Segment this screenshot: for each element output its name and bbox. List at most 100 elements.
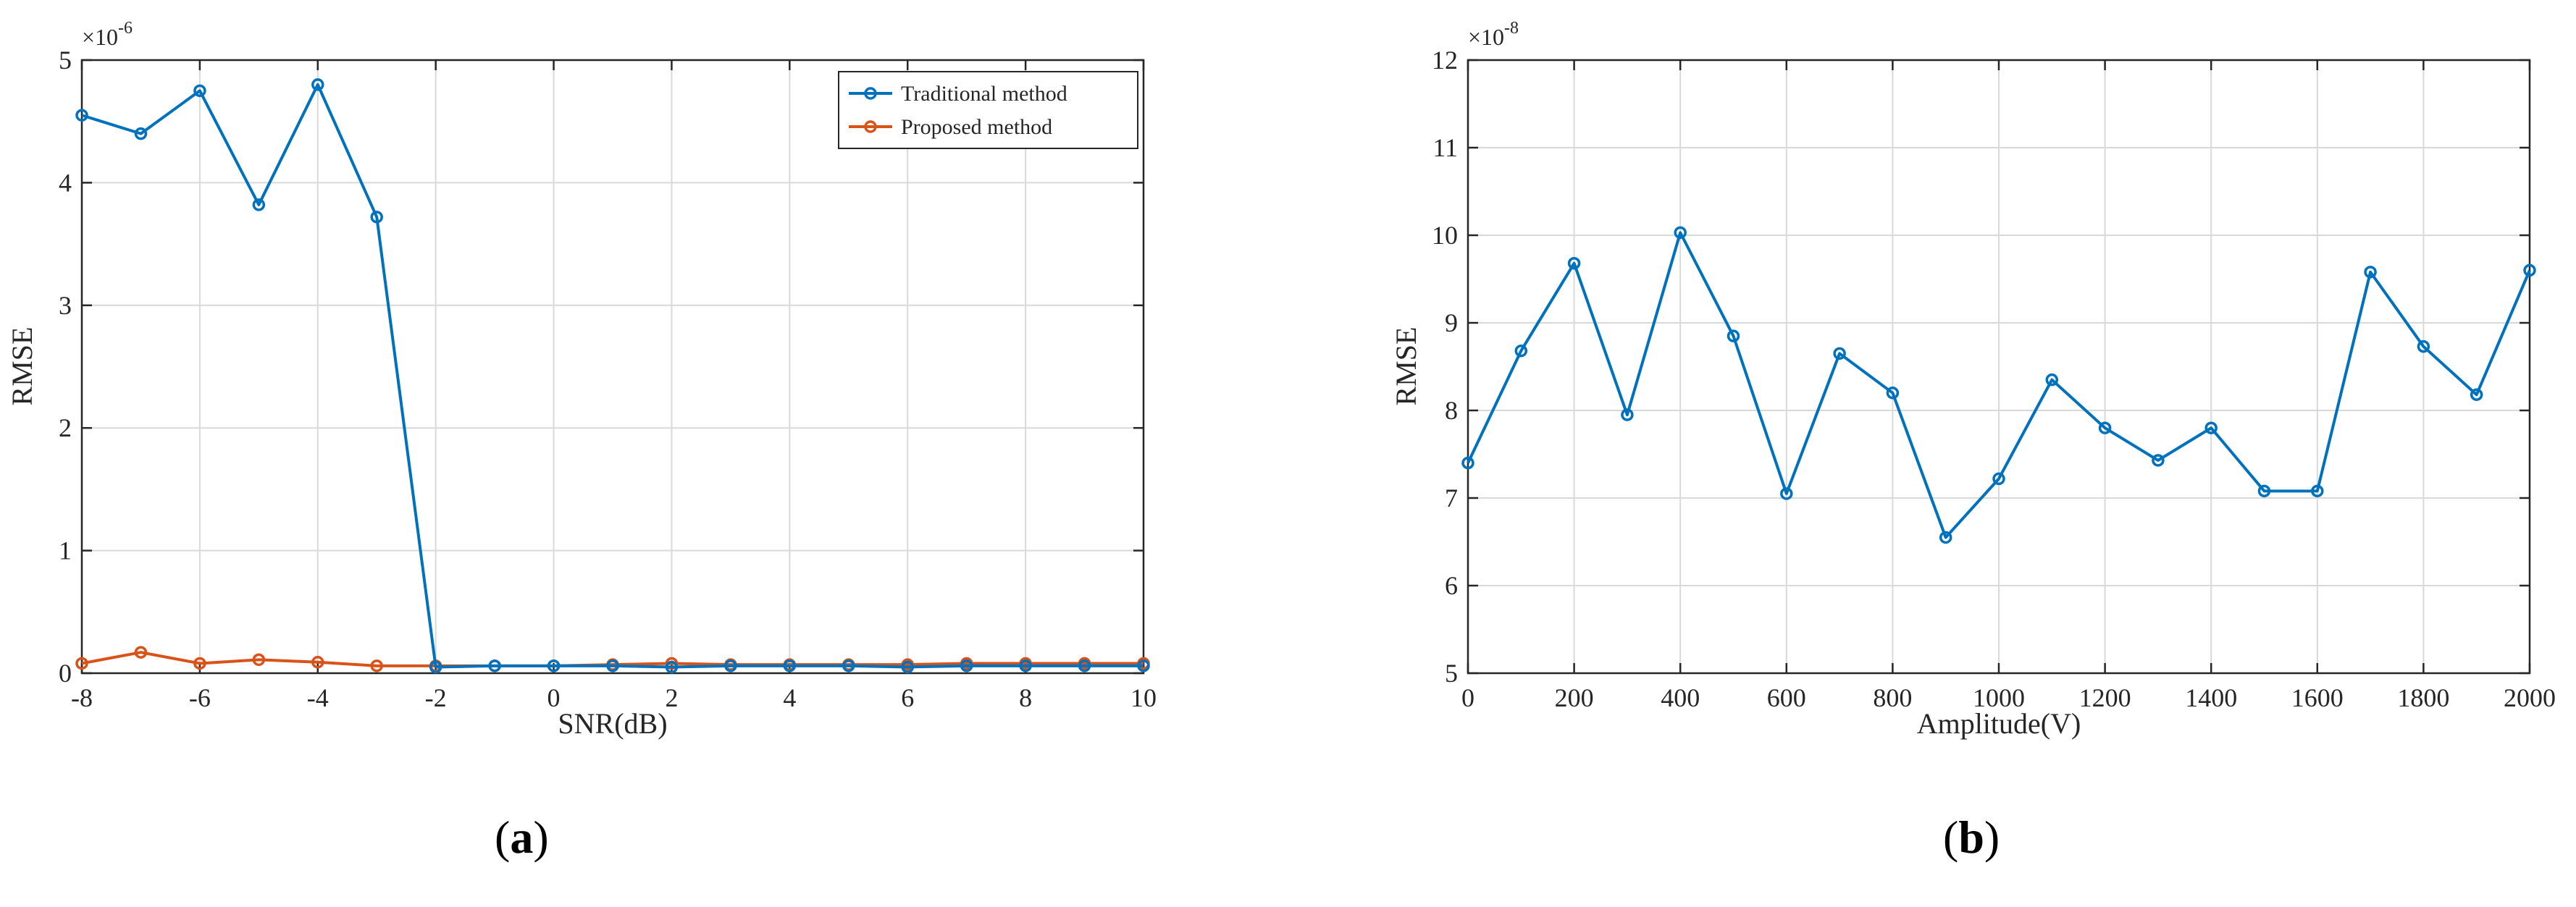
x-tick-label: 2000 — [2504, 683, 2556, 712]
x-tick-label: -6 — [189, 683, 211, 712]
data-point — [2311, 484, 2324, 498]
y-axis-label: RMSE — [1390, 327, 1422, 406]
data-point — [193, 657, 206, 670]
plot-frame — [80, 59, 1145, 675]
data-point — [960, 659, 973, 672]
x-tick-label: 200 — [1555, 683, 1594, 712]
data-point — [1461, 456, 1474, 470]
data-point — [2152, 454, 2165, 467]
x-tick-label: -2 — [425, 683, 447, 712]
y-tick-label: 0 — [59, 659, 72, 688]
x-tick-label: 2 — [665, 683, 678, 712]
data-point — [252, 653, 266, 667]
x-tick-label: 400 — [1661, 683, 1700, 712]
data-point — [134, 127, 148, 140]
x-tick-label: 1200 — [2079, 683, 2131, 712]
x-tick-label: 800 — [1873, 683, 1912, 712]
data-point — [1567, 256, 1581, 270]
y-axis-exponent: ×10-8 — [1468, 19, 1519, 50]
y-tick-label: 8 — [1445, 396, 1458, 425]
y-tick-label: 4 — [59, 168, 72, 197]
y-axis-exponent: ×10-6 — [82, 19, 133, 50]
data-point — [311, 78, 324, 91]
x-tick-label: 1000 — [1973, 683, 2025, 712]
data-point — [370, 659, 383, 672]
data-point — [1674, 226, 1687, 240]
data-point — [606, 659, 619, 672]
chart-panel-b: 0 200 400 600 800 1000 1200 1400 1600 1800 2000 5 6 7… — [1390, 19, 2556, 863]
legend: Traditional method Proposed method — [838, 71, 1138, 149]
panel-label: (b) — [1943, 811, 2000, 863]
y-tick-label: 11 — [1432, 133, 1458, 162]
y-tick-label: 3 — [59, 291, 72, 320]
data-point — [75, 109, 88, 122]
data-point — [2257, 484, 2271, 498]
data-point — [1886, 387, 1900, 400]
x-tick-label: 0 — [1461, 683, 1474, 712]
data-point — [1992, 472, 2005, 486]
data-point — [2523, 263, 2536, 277]
data-point — [783, 659, 797, 672]
x-tick-label: -4 — [307, 683, 329, 712]
legend-swatch-marker — [864, 87, 877, 100]
data-point — [2364, 266, 2377, 279]
data-point — [311, 656, 324, 669]
x-tick-label: 4 — [783, 683, 796, 712]
data-point — [901, 660, 914, 674]
data-point — [1621, 408, 1634, 421]
data-point — [75, 657, 88, 670]
x-tick-label: 1600 — [2291, 683, 2344, 712]
data-point — [547, 659, 561, 672]
y-tick-label: 2 — [59, 413, 72, 442]
data-point — [370, 211, 383, 224]
data-point — [252, 198, 266, 211]
y-axis-label: RMSE — [6, 327, 38, 406]
series-line-0 — [1467, 231, 2531, 539]
data-point — [1727, 329, 1740, 342]
data-point — [1780, 487, 1793, 500]
legend-label: Traditional method — [901, 82, 1067, 106]
x-tick-label: 600 — [1767, 683, 1806, 712]
data-point — [724, 659, 737, 672]
data-point — [1019, 659, 1032, 672]
y-tick-label: 7 — [1445, 484, 1458, 512]
data-point — [1833, 347, 1846, 360]
legend-label: Proposed method — [901, 115, 1052, 139]
data-point — [134, 646, 148, 659]
data-point — [2417, 339, 2430, 353]
x-axis-label: SNR(dB) — [558, 707, 667, 740]
x-axis-label: Amplitude(V) — [1917, 707, 2081, 740]
x-tick-label: 8 — [1019, 683, 1032, 712]
data-point — [2470, 388, 2483, 401]
legend-box — [838, 71, 1138, 149]
y-tick-label: 12 — [1432, 46, 1458, 75]
data-point — [429, 660, 442, 674]
y-tick-label: 5 — [1445, 659, 1458, 688]
data-point — [1514, 344, 1528, 358]
data-point — [488, 659, 501, 672]
x-tick-label: 1400 — [2185, 683, 2237, 712]
x-tick-label: 10 — [1130, 683, 1157, 712]
data-point — [2098, 421, 2112, 434]
series-line-0 — [81, 83, 1144, 669]
y-tick-label: 1 — [59, 536, 72, 565]
data-point — [2045, 373, 2059, 387]
data-point — [2204, 421, 2218, 434]
data-point — [665, 660, 679, 674]
x-tick-label: 1800 — [2397, 683, 2449, 712]
data-point — [193, 84, 206, 98]
y-tick-label: 10 — [1432, 221, 1458, 250]
data-point — [1137, 659, 1150, 672]
x-tick-label: -8 — [71, 683, 93, 712]
chart-panel-a: -8 -6 -4 -2 0 2 4 6 8 10 0 1 2 3 4 5 ×10-6 SNR(dB) RMSE Tra… — [6, 19, 1157, 863]
data-point — [1939, 531, 1952, 544]
panel-label: (a) — [495, 811, 549, 863]
x-tick-label: 6 — [901, 683, 914, 712]
y-tick-label: 5 — [59, 46, 72, 75]
data-point — [1078, 659, 1091, 672]
data-point — [842, 659, 855, 672]
legend-swatch-marker — [864, 120, 877, 133]
y-tick-label: 9 — [1445, 308, 1458, 337]
x-tick-label: 0 — [547, 683, 561, 712]
